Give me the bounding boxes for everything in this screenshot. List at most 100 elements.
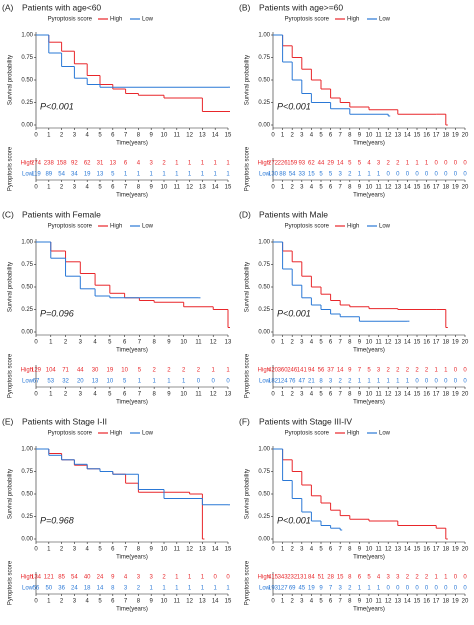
risk-count: 1 [367, 586, 371, 592]
risk-count: 0 [454, 161, 458, 167]
risk-count: 2 [396, 161, 400, 167]
risk-count: 0 [197, 379, 201, 385]
risk-count: 1 [377, 379, 381, 385]
x-tick-label: 6 [329, 133, 333, 139]
risk-x-tick-label: 8 [348, 599, 352, 605]
risk-count: 21 [308, 379, 315, 385]
panel-label: (C) [2, 209, 14, 219]
legend-title: Pyroptosis score [285, 431, 330, 437]
x-tick-label: 8 [348, 547, 352, 553]
x-tick-label: 8 [137, 133, 141, 139]
risk-x-tick-label: 4 [310, 599, 314, 605]
risk-x-tick-label: 12 [385, 599, 392, 605]
risk-count: 2 [396, 368, 400, 374]
p-value: P<0.001 [277, 101, 311, 111]
legend-label: High [110, 431, 122, 437]
risk-x-tick-label: 11 [195, 392, 202, 398]
risk-x-tick-label: 7 [124, 599, 128, 605]
risk-count: 0 [425, 586, 429, 592]
risk-count: 1 [150, 172, 154, 178]
risk-count: 274 [31, 161, 42, 167]
risk-count: 2 [425, 575, 429, 581]
risk-count: 44 [318, 161, 325, 167]
risk-x-tick-label: 10 [366, 185, 373, 191]
risk-count: 0 [454, 575, 458, 581]
risk-count: 1 [175, 575, 179, 581]
x-tick-label: 1 [47, 133, 51, 139]
y-tick-label: 0.50 [258, 78, 270, 84]
x-tick-label: 6 [329, 340, 333, 346]
risk-count: 0 [463, 172, 467, 178]
risk-count: 33 [298, 172, 305, 178]
risk-count: 0 [444, 172, 448, 178]
x-tick-label: 2 [291, 133, 295, 139]
x-tick-label: 6 [111, 133, 115, 139]
risk-x-tick-label: 14 [404, 392, 411, 398]
x-tick-label: 0 [271, 547, 275, 553]
risk-count: 272 [268, 161, 279, 167]
y-tick-label: 0.75 [258, 469, 270, 475]
risk-x-tick-label: 2 [60, 185, 64, 191]
risk-count: 15 [308, 172, 315, 178]
x-tick-label: 4 [86, 547, 90, 553]
risk-count: 69 [289, 586, 296, 592]
risk-x-tick-label: 9 [167, 392, 171, 398]
risk-x-title: Time(years) [353, 607, 385, 613]
risk-count: 19 [84, 172, 91, 178]
risk-x-tick-label: 10 [161, 185, 168, 191]
risk-count: 1 [150, 586, 154, 592]
risk-x-tick-label: 0 [271, 185, 275, 191]
x-tick-label: 11 [174, 133, 181, 139]
risk-count: 0 [435, 379, 439, 385]
risk-count: 3 [339, 586, 343, 592]
risk-count: 0 [396, 586, 400, 592]
y-tick-label: 0.50 [21, 285, 33, 291]
risk-x-tick-label: 20 [462, 392, 469, 398]
risk-count: 1 [226, 161, 230, 167]
x-tick-label: 10 [366, 340, 373, 346]
risk-x-tick-label: 13 [394, 185, 401, 191]
y-axis-title: Survival probability [8, 469, 14, 519]
y-axis-title: Survival probability [245, 262, 251, 312]
risk-x-tick-label: 6 [329, 392, 333, 398]
risk-count: 76 [289, 379, 296, 385]
risk-count: 5 [111, 172, 115, 178]
risk-x-tick-label: 18 [442, 185, 449, 191]
risk-x-tick-label: 4 [93, 392, 97, 398]
y-tick-label: 0.75 [258, 262, 270, 268]
risk-count: 2 [137, 586, 141, 592]
legend-label: High [347, 224, 359, 230]
x-tick-label: 12 [385, 340, 392, 346]
x-tick-label: 15 [414, 133, 421, 139]
risk-x-tick-label: 13 [394, 392, 401, 398]
x-tick-label: 18 [442, 340, 449, 346]
risk-x-tick-label: 5 [319, 185, 323, 191]
risk-count: 159 [287, 161, 298, 167]
risk-row-label: High [258, 368, 270, 374]
risk-count: 1 [444, 368, 448, 374]
risk-x-tick-label: 7 [339, 392, 343, 398]
risk-row-label: Low [259, 586, 271, 592]
risk-x-tick-label: 4 [86, 185, 90, 191]
risk-count: 1 [435, 368, 439, 374]
legend-label: Low [379, 17, 391, 23]
y-tick-label: 1.00 [21, 33, 33, 39]
y-tick-label: 0.25 [21, 307, 33, 313]
x-tick-label: 19 [452, 340, 459, 346]
x-tick-label: 10 [161, 547, 168, 553]
risk-count: 56 [33, 586, 40, 592]
risk-x-tick-label: 9 [358, 185, 362, 191]
x-tick-label: 6 [111, 547, 115, 553]
risk-count: 3 [150, 575, 154, 581]
risk-x-tick-label: 6 [329, 185, 333, 191]
risk-count: 1 [201, 172, 205, 178]
risk-count: 104 [46, 368, 57, 374]
x-axis-title: Time(years) [353, 555, 385, 561]
risk-x-tick-label: 4 [86, 599, 90, 605]
y-tick-label: 1.00 [258, 240, 270, 246]
panel-label: (E) [2, 416, 14, 426]
risk-x-tick-label: 11 [174, 185, 181, 191]
risk-count: 1 [377, 172, 381, 178]
risk-count: 1 [188, 172, 192, 178]
x-tick-label: 17 [433, 340, 440, 346]
